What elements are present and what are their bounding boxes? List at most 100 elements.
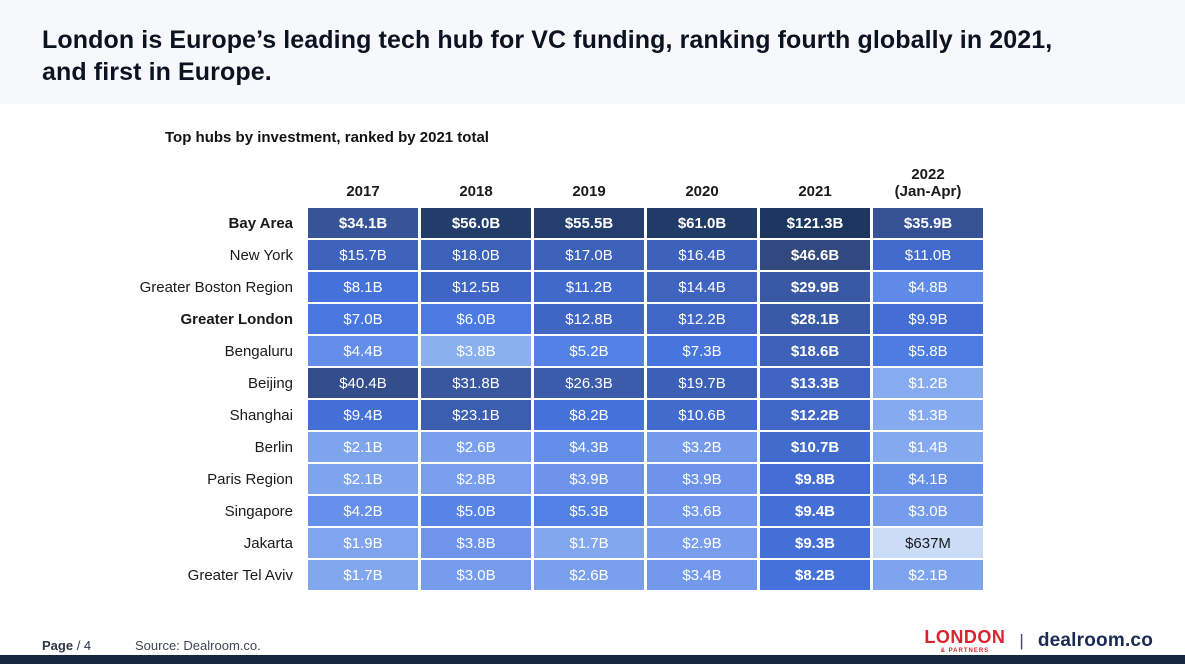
- value-cell: $3.8B: [421, 336, 531, 366]
- value-cell: $121.3B: [760, 208, 870, 238]
- row-label: Greater Boston Region: [139, 278, 293, 296]
- value-cell: $637M: [873, 528, 983, 558]
- value-cell: $4.8B: [873, 272, 983, 302]
- value-cell: $28.1B: [760, 304, 870, 334]
- value-cell: $29.9B: [760, 272, 870, 302]
- value-cell: $14.4B: [647, 272, 757, 302]
- value-cell: $4.1B: [873, 464, 983, 494]
- value-cell: $17.0B: [534, 240, 644, 270]
- value-cell: $3.6B: [647, 496, 757, 526]
- row-label: Paris Region: [207, 470, 293, 488]
- table-corner: [153, 166, 305, 206]
- value-cell: $5.2B: [534, 336, 644, 366]
- value-cell: $2.1B: [873, 560, 983, 590]
- value-cell: $3.4B: [647, 560, 757, 590]
- value-cell: $61.0B: [647, 208, 757, 238]
- row-label: Shanghai: [229, 406, 293, 424]
- london-logo-subtext: & PARTNERS: [940, 648, 990, 654]
- value-cell: $11.2B: [534, 272, 644, 302]
- value-cell: $11.0B: [873, 240, 983, 270]
- value-cell: $12.2B: [760, 400, 870, 430]
- row-label: Singapore: [224, 502, 293, 520]
- column-header-2021: 2021: [798, 183, 832, 200]
- value-cell: $3.0B: [421, 560, 531, 590]
- value-cell: $4.2B: [308, 496, 418, 526]
- value-cell: $2.1B: [308, 464, 418, 494]
- value-cell: $8.2B: [534, 400, 644, 430]
- value-cell: $56.0B: [421, 208, 531, 238]
- value-cell: $1.4B: [873, 432, 983, 462]
- row-label: Greater Tel Aviv: [187, 566, 293, 584]
- value-cell: $13.3B: [760, 368, 870, 398]
- value-cell: $1.7B: [308, 560, 418, 590]
- page-number: / 4: [76, 638, 92, 653]
- value-cell: $5.3B: [534, 496, 644, 526]
- value-cell: $34.1B: [308, 208, 418, 238]
- value-cell: $4.3B: [534, 432, 644, 462]
- value-cell: $3.9B: [647, 464, 757, 494]
- value-cell: $12.5B: [421, 272, 531, 302]
- column-header-2020: 2020: [685, 183, 719, 200]
- row-label: New York: [229, 246, 293, 264]
- value-cell: $19.7B: [647, 368, 757, 398]
- value-cell: $2.6B: [421, 432, 531, 462]
- value-cell: $5.0B: [421, 496, 531, 526]
- value-cell: $9.4B: [760, 496, 870, 526]
- value-cell: $1.9B: [308, 528, 418, 558]
- value-cell: $3.9B: [534, 464, 644, 494]
- value-cell: $4.4B: [308, 336, 418, 366]
- value-cell: $2.9B: [647, 528, 757, 558]
- value-cell: $12.8B: [534, 304, 644, 334]
- london-logo-text: LONDON: [924, 627, 1006, 647]
- row-label: Jakarta: [243, 534, 293, 552]
- value-cell: $6.0B: [421, 304, 531, 334]
- value-cell: $2.6B: [534, 560, 644, 590]
- value-cell: $3.2B: [647, 432, 757, 462]
- logo-separator: |: [1019, 631, 1024, 650]
- title-band: [0, 0, 1185, 104]
- value-cell: $55.5B: [534, 208, 644, 238]
- value-cell: $23.1B: [421, 400, 531, 430]
- value-cell: $2.1B: [308, 432, 418, 462]
- row-label: Bengaluru: [224, 342, 293, 360]
- column-header-2019: 2019: [572, 183, 606, 200]
- row-label: Berlin: [254, 438, 293, 456]
- value-cell: $18.0B: [421, 240, 531, 270]
- value-cell: $8.2B: [760, 560, 870, 590]
- value-cell: $5.8B: [873, 336, 983, 366]
- value-cell: $7.3B: [647, 336, 757, 366]
- column-header-2018: 2018: [459, 183, 493, 200]
- footer-logos: LONDON & PARTNERS | dealroom.co: [924, 628, 1153, 654]
- dealroom-logo: dealroom.co: [1037, 630, 1153, 651]
- value-cell: $40.4B: [308, 368, 418, 398]
- row-label: Greater London: [180, 310, 293, 328]
- value-cell: $10.7B: [760, 432, 870, 462]
- value-cell: $9.4B: [308, 400, 418, 430]
- chart-title: Top hubs by investment, ranked by 2021 t…: [165, 129, 489, 146]
- row-label: Beijing: [247, 374, 293, 392]
- bottom-accent-bar: [0, 655, 1185, 664]
- value-cell: $2.8B: [421, 464, 531, 494]
- value-cell: $18.6B: [760, 336, 870, 366]
- value-cell: $16.4B: [647, 240, 757, 270]
- column-header-2017: 2017: [346, 183, 380, 200]
- source-note: Source: Dealroom.co.: [135, 638, 261, 653]
- value-cell: $46.6B: [760, 240, 870, 270]
- value-cell: $9.9B: [873, 304, 983, 334]
- value-cell: $9.8B: [760, 464, 870, 494]
- london-partners-logo: LONDON & PARTNERS: [924, 628, 1005, 654]
- column-header-2022: 2022 (Jan-Apr): [894, 166, 962, 200]
- value-cell: $1.7B: [534, 528, 644, 558]
- value-cell: $1.2B: [873, 368, 983, 398]
- value-cell: $26.3B: [534, 368, 644, 398]
- investment-heatmap-table: 2017 2018 2019 2020 2021 2022 (Jan-Apr) Bay Are…: [139, 166, 983, 590]
- row-label: Bay Area: [228, 214, 293, 232]
- value-cell: $1.3B: [873, 400, 983, 430]
- value-cell: $10.6B: [647, 400, 757, 430]
- value-cell: $12.2B: [647, 304, 757, 334]
- value-cell: $3.0B: [873, 496, 983, 526]
- page-label: Page: [42, 638, 74, 653]
- value-cell: $9.3B: [760, 528, 870, 558]
- value-cell: $7.0B: [308, 304, 418, 334]
- value-cell: $3.8B: [421, 528, 531, 558]
